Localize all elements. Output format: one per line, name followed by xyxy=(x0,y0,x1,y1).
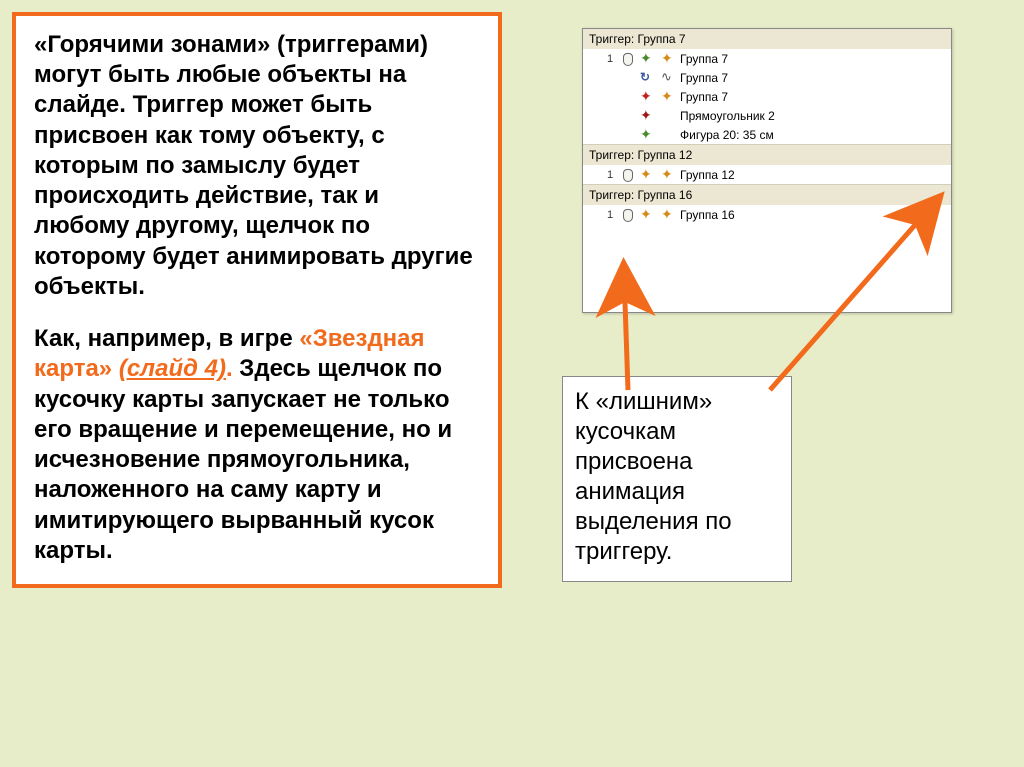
main-paragraph-1: «Горячими зонами» (триггерами) могут быт… xyxy=(34,30,480,302)
animation-item[interactable]: 1 Группа 16 xyxy=(583,205,951,224)
item-label: Группа 7 xyxy=(680,90,728,104)
side-text-box: К «лишним» кусочкам присвоена анимация в… xyxy=(562,376,792,582)
mouse-icon xyxy=(620,167,635,182)
animation-panel: Триггер: Группа 7 1 Группа 7 Группа 7 Группа… xyxy=(582,28,952,313)
effect-icon xyxy=(640,71,654,85)
effect-icon xyxy=(640,208,654,222)
item-label: Группа 7 xyxy=(680,52,728,66)
slide-link[interactable]: (слайд 4) xyxy=(119,355,226,382)
slide-background: «Горячими зонами» (триггерами) могут быт… xyxy=(0,0,1024,767)
item-label: Прямоугольник 2 xyxy=(680,109,775,123)
main-text-box: «Горячими зонами» (триггерами) могут быт… xyxy=(12,12,502,588)
p2-suffix: Здесь щелчок по кусочку карты запускает … xyxy=(34,355,452,563)
trigger-header[interactable]: Триггер: Группа 16 xyxy=(583,184,951,205)
mouse-icon xyxy=(620,51,635,66)
item-label: Группа 16 xyxy=(680,208,735,222)
side-text: К «лишним» кусочкам присвоена анимация в… xyxy=(575,388,732,565)
animation-item[interactable]: Группа 7 xyxy=(583,68,951,87)
p2-dot: . xyxy=(226,355,233,382)
item-number: 1 xyxy=(607,169,615,181)
effect-icon xyxy=(640,90,654,104)
item-label: Фигура 20: 35 см xyxy=(680,128,774,142)
target-icon xyxy=(661,52,675,66)
mouse-icon xyxy=(620,207,635,222)
effect-icon xyxy=(640,128,654,142)
animation-item[interactable]: Прямоугольник 2 xyxy=(583,106,951,125)
p2-prefix: Как, например, в игре xyxy=(34,325,299,352)
trigger-header[interactable]: Триггер: Группа 12 xyxy=(583,144,951,165)
target-icon xyxy=(661,71,675,85)
item-label: Группа 7 xyxy=(680,71,728,85)
animation-item[interactable]: Группа 7 xyxy=(583,87,951,106)
trigger-header[interactable]: Триггер: Группа 7 xyxy=(583,29,951,49)
target-icon xyxy=(661,208,675,222)
animation-item[interactable]: 1 Группа 12 xyxy=(583,165,951,184)
target-icon xyxy=(661,90,675,104)
item-label: Группа 12 xyxy=(680,168,735,182)
target-icon xyxy=(661,168,675,182)
effect-icon xyxy=(640,52,654,66)
item-number: 1 xyxy=(607,209,615,221)
item-number: 1 xyxy=(607,53,615,65)
animation-item[interactable]: Фигура 20: 35 см xyxy=(583,125,951,144)
animation-item[interactable]: 1 Группа 7 xyxy=(583,49,951,68)
effect-icon xyxy=(640,168,654,182)
main-paragraph-2: Как, например, в игре «Звездная карта» (… xyxy=(34,324,480,566)
effect-icon xyxy=(640,109,654,123)
